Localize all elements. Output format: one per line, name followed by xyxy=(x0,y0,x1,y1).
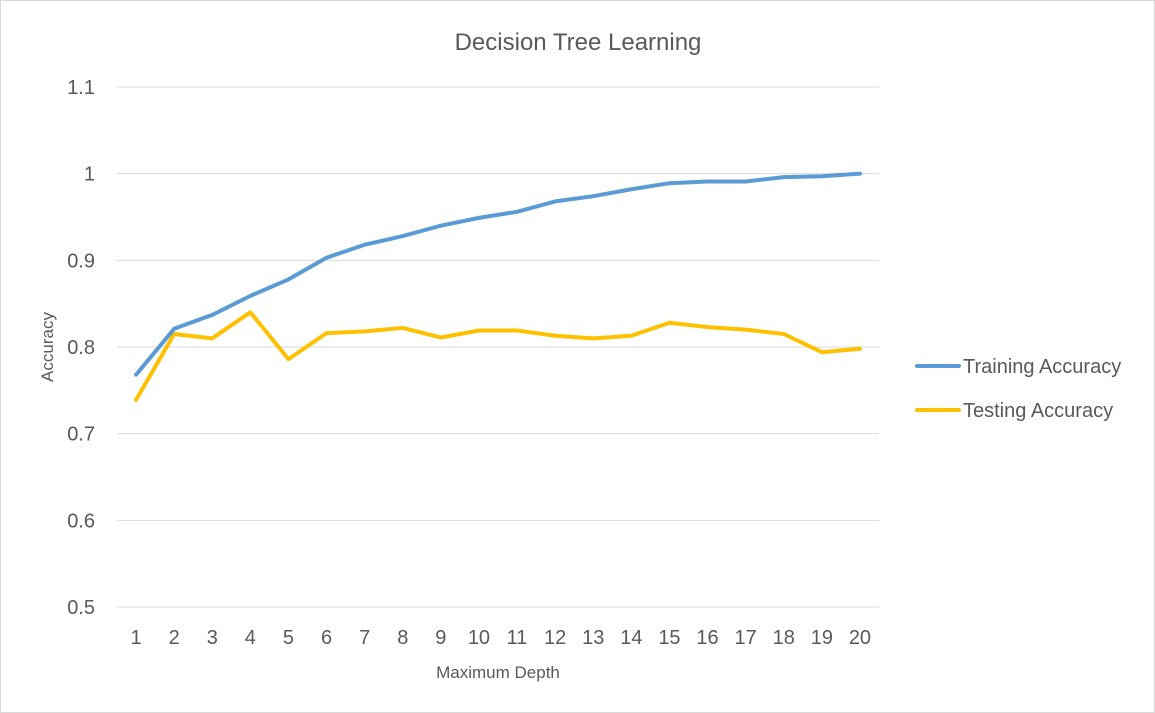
y-tick-label: 0.8 xyxy=(67,337,95,359)
x-tick-label: 19 xyxy=(811,627,833,649)
x-tick-label: 17 xyxy=(735,627,757,649)
x-tick-label: 8 xyxy=(397,627,408,649)
series-line-training-accuracy xyxy=(134,171,862,377)
y-axis-ticks: 0.5 0.6 0.7 0.8 0.9 1 1.1 xyxy=(67,77,95,619)
x-tick-label: 20 xyxy=(849,627,871,649)
legend: Training Accuracy Testing Accuracy xyxy=(915,356,1121,422)
y-tick-label: 1.1 xyxy=(67,77,95,99)
y-tick-label: 0.5 xyxy=(67,597,95,619)
x-tick-label: 18 xyxy=(773,627,795,649)
x-tick-label: 2 xyxy=(169,627,180,649)
gridlines xyxy=(117,86,879,608)
chart-title: Decision Tree Learning xyxy=(455,29,702,56)
x-axis-ticks: 1 2 3 4 5 6 7 8 9 10 11 12 13 14 15 16 17 18 19 20 xyxy=(130,627,871,649)
x-tick-label: 11 xyxy=(507,627,528,649)
legend-label: Training Accuracy xyxy=(963,356,1121,378)
x-tick-label: 9 xyxy=(435,627,446,649)
x-axis-label: Maximum Depth xyxy=(436,663,560,682)
y-tick-label: 0.7 xyxy=(67,424,95,446)
series-lines xyxy=(134,171,862,402)
x-tick-label: 10 xyxy=(468,627,490,649)
x-tick-label: 1 xyxy=(130,627,141,649)
y-axis-label: Accuracy xyxy=(38,312,57,382)
x-tick-label: 3 xyxy=(207,627,218,649)
x-tick-label: 7 xyxy=(359,627,370,649)
legend-label: Testing Accuracy xyxy=(963,400,1113,422)
x-tick-label: 12 xyxy=(544,627,566,649)
y-tick-label: 1 xyxy=(84,164,95,186)
x-tick-label: 15 xyxy=(658,627,680,649)
series-line-testing-accuracy xyxy=(134,310,862,402)
x-tick-label: 5 xyxy=(283,627,294,649)
x-tick-label: 4 xyxy=(245,627,256,649)
y-tick-label: 0.6 xyxy=(67,510,95,532)
x-tick-label: 13 xyxy=(582,627,604,649)
y-tick-label: 0.9 xyxy=(67,250,95,272)
x-tick-label: 6 xyxy=(321,627,332,649)
x-tick-label: 16 xyxy=(696,627,718,649)
x-tick-label: 14 xyxy=(620,627,642,649)
